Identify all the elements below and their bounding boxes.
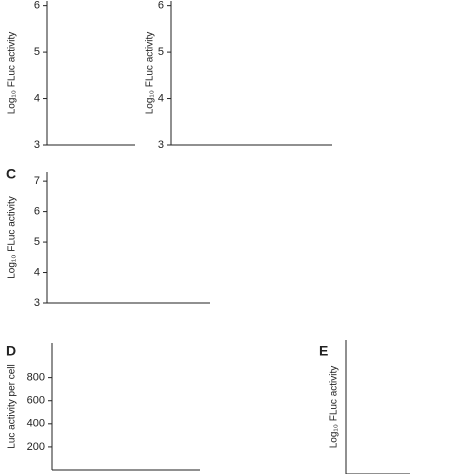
y-tick-label: 6 — [34, 206, 40, 218]
y-tick-label: 600 — [27, 395, 45, 407]
y-tick-label: 3 — [158, 139, 164, 151]
y-tick-label: 800 — [27, 372, 45, 384]
y-tick-label: 4 — [34, 92, 40, 104]
y-tick-label: 3 — [34, 139, 40, 151]
y-tick-label: 4 — [34, 266, 40, 278]
y-tick-label: 200 — [27, 441, 45, 453]
panel-letter: C — [6, 166, 16, 182]
y-tick-label: 7 — [34, 175, 40, 187]
y-tick-label: 4 — [158, 92, 164, 104]
y-tick-label: 400 — [27, 418, 45, 430]
y-axis-label: Log₁₀ FLuc activity — [145, 32, 156, 115]
y-tick-label: 5 — [158, 46, 164, 58]
y-tick-label: 5 — [34, 236, 40, 248]
y-axis-label: Log₁₀ FLuc activity — [7, 196, 18, 279]
y-axis-label: Luc activity per cell — [7, 364, 18, 448]
y-tick-label: 6 — [34, 0, 40, 12]
panel-letter: E — [319, 343, 328, 359]
y-tick-label: 5 — [34, 46, 40, 58]
y-tick-label: 3 — [34, 297, 40, 309]
y-axis-label: Log₁₀ FLuc activity — [329, 366, 340, 449]
y-tick-label: 6 — [158, 0, 164, 12]
panel-letter: D — [6, 343, 16, 359]
y-axis-label: Log₁₀ FLuc activity — [7, 32, 18, 115]
